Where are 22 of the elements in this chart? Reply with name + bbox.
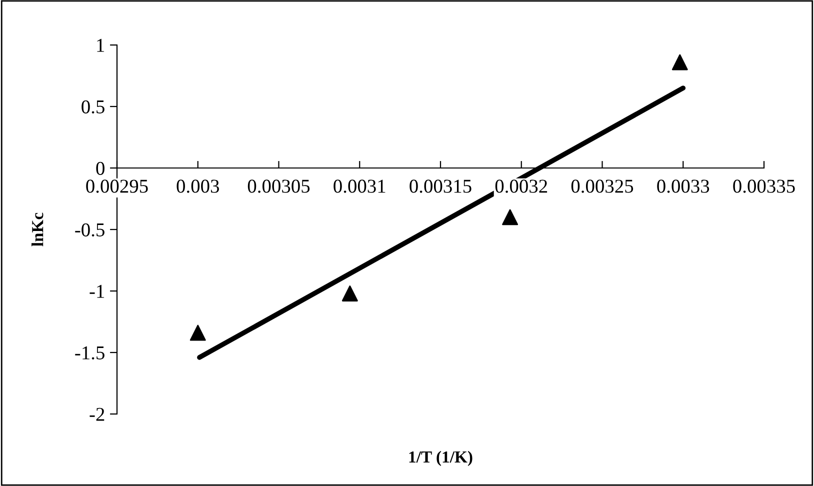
y-axis-title: lnKc — [32, 212, 44, 246]
y-tick-label: -2 — [90, 408, 104, 421]
x-tick-label: 0.00315 — [410, 180, 472, 193]
x-tick-label: 0.00325 — [571, 180, 634, 193]
point — [190, 324, 206, 341]
point — [342, 285, 358, 302]
y-tick-label: -0.5 — [75, 223, 104, 237]
x-tick-label: 0.0032 — [495, 180, 548, 193]
y-tick-label: 0.5 — [82, 100, 104, 114]
x-tick-label: 0.0031 — [334, 180, 386, 193]
point — [502, 209, 518, 226]
x-tick-label: 0.0033 — [657, 180, 710, 193]
y-tick-label: 1 — [97, 38, 104, 52]
x-tick-label: 0.003 — [176, 180, 219, 193]
y-tick-label: -1.5 — [75, 346, 104, 360]
x-tick-label: 0.00295 — [86, 180, 148, 193]
point — [672, 54, 688, 70]
x-axis-title: 1/T (1/K) — [409, 450, 472, 466]
y-tick-label: 0 — [96, 162, 104, 175]
x-tick-label: 0.00305 — [248, 180, 310, 193]
x-tick-label: 0.00335 — [733, 180, 795, 193]
y-tick-label: -1 — [90, 284, 104, 298]
